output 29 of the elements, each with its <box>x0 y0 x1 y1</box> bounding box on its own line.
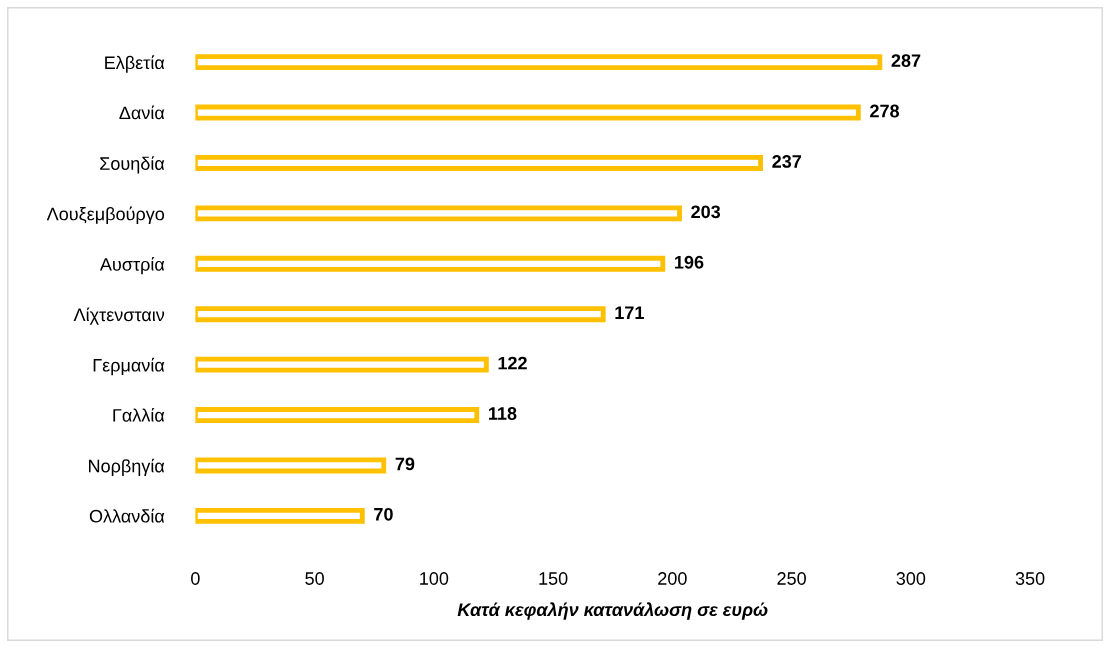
data-label: 70 <box>374 507 393 521</box>
data-label: 79 <box>395 457 415 471</box>
y-tick-label: Σουηδία <box>100 156 165 174</box>
data-label: 122 <box>498 356 527 370</box>
x-tick-label: 50 <box>305 572 324 585</box>
x-tick-label: 350 <box>1015 572 1045 585</box>
y-tick-label: Γαλλία <box>113 407 165 422</box>
x-axis-title: Κατά κεφαλήν κατανάλωση σε ευρώ <box>457 602 768 620</box>
x-tick-label: 200 <box>658 572 687 585</box>
data-label: 203 <box>691 205 721 219</box>
data-label: 287 <box>891 54 921 67</box>
x-tick-label: 0 <box>191 572 200 585</box>
y-tick-label: Ελβετία <box>105 55 165 73</box>
x-tick-label: 250 <box>777 572 806 585</box>
x-tick-label: 150 <box>539 572 568 585</box>
y-tick-label: Λουξεμβούργο <box>46 206 165 224</box>
x-tick-label: 300 <box>896 572 926 585</box>
y-tick-label: Γερμανία <box>93 357 165 376</box>
y-tick-label: Λίχτενσταιν <box>73 307 165 325</box>
data-label: 237 <box>772 155 802 168</box>
y-tick-label: Δανία <box>119 105 165 120</box>
data-label: 118 <box>489 407 517 420</box>
x-tick-label: 100 <box>420 572 449 585</box>
data-label: 278 <box>870 104 900 118</box>
y-tick-label: Ολλανδία <box>89 508 165 523</box>
y-tick-label: Νορβηγία <box>89 458 165 477</box>
y-tick-label: Αυστρία <box>99 257 165 275</box>
data-label: 171 <box>615 306 644 319</box>
data-label: 196 <box>675 255 704 269</box>
